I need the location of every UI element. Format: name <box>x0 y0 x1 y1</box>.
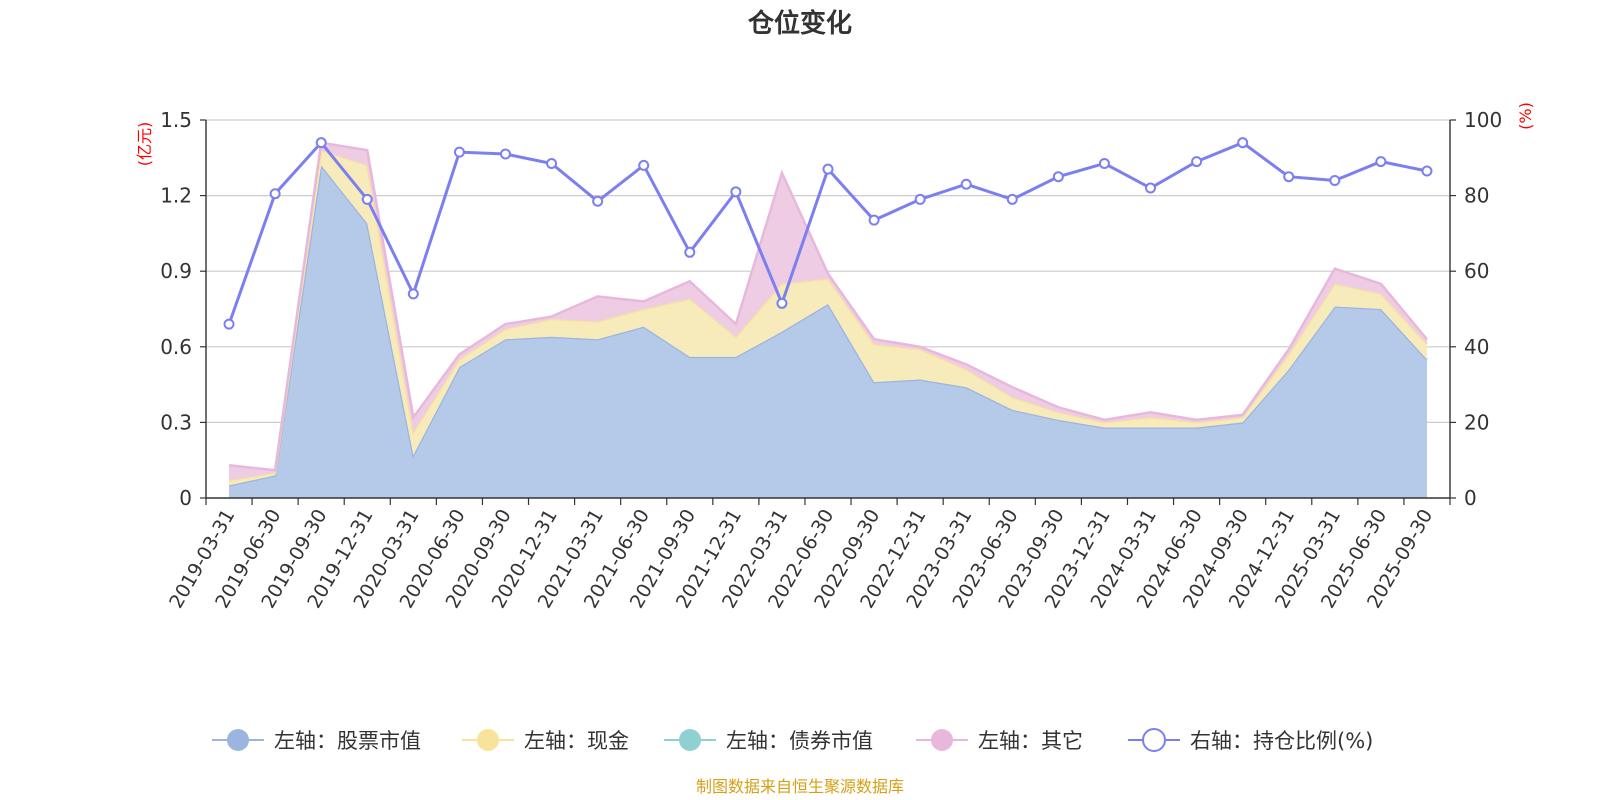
area-左轴：股票市值 <box>229 165 1427 499</box>
area-左轴：现金 <box>229 150 1427 486</box>
left-tick-label: 0.3 <box>160 410 192 434</box>
ratio-point <box>407 288 419 300</box>
ratio-point <box>1006 193 1018 205</box>
legend-item: 左轴：债券市值 <box>664 729 873 753</box>
ratio-point <box>1237 137 1249 149</box>
ratio-point <box>453 146 465 158</box>
ratio-point <box>1283 171 1295 183</box>
legend-label: 左轴：现金 <box>524 729 629 753</box>
legend-marker <box>227 729 249 751</box>
area-layers <box>228 141 1428 499</box>
legend-item: 左轴：其它 <box>916 729 1083 753</box>
ratio-point <box>960 178 972 190</box>
ratio-point <box>592 195 604 207</box>
left-tick-label: 0 <box>179 486 192 510</box>
ratio-point <box>638 159 650 171</box>
ratio-point <box>1052 171 1064 183</box>
right-tick-label: 100 <box>1464 108 1502 132</box>
ratio-point <box>1098 157 1110 169</box>
ratio-point <box>546 157 558 169</box>
legend-marker <box>1142 728 1166 752</box>
legend-marker <box>931 729 953 751</box>
area-edge-左轴：其它 <box>228 141 1428 472</box>
legend: 左轴：股票市值 左轴：现金 左轴：债券市值 左轴：其它 右轴：持仓比例(%) <box>212 728 1373 753</box>
legend-item: 右轴：持仓比例(%) <box>1128 728 1373 753</box>
left-tick-label: 1.2 <box>160 184 192 208</box>
legend-item: 左轴：现金 <box>462 729 629 753</box>
left-axis-unit: (亿元) <box>135 122 154 167</box>
source-note: 制图数据来自恒生聚源数据库 <box>696 777 904 796</box>
ratio-point <box>730 186 742 198</box>
ratio-point <box>914 193 926 205</box>
ratio-point <box>315 137 327 149</box>
legend-label: 左轴：股票市值 <box>274 729 421 753</box>
ratio-point <box>499 148 511 160</box>
ratio-line-layer <box>223 137 1433 330</box>
legend-label: 右轴：持仓比例(%) <box>1190 729 1373 753</box>
ratio-point <box>361 193 373 205</box>
legend-marker <box>679 729 701 751</box>
right-tick-label: 0 <box>1464 486 1477 510</box>
left-tick-label: 1.5 <box>160 108 192 132</box>
ratio-point <box>822 163 834 175</box>
ratio-point <box>1145 182 1157 194</box>
right-tick-label: 60 <box>1464 259 1489 283</box>
legend-label: 左轴：其它 <box>978 729 1083 753</box>
right-axis-unit: (%) <box>1516 102 1535 130</box>
chart-title: 仓位变化 <box>747 8 852 39</box>
ratio-point <box>1375 156 1387 168</box>
ratio-point <box>1191 156 1203 168</box>
right-tick-label: 80 <box>1464 184 1489 208</box>
ratio-point <box>868 214 880 226</box>
ratio-point <box>776 297 788 309</box>
ratio-point <box>1329 174 1341 186</box>
ratio-point <box>223 318 235 330</box>
right-tick-label: 40 <box>1464 335 1489 359</box>
ratio-point <box>269 188 281 200</box>
left-tick-label: 0.6 <box>160 335 192 359</box>
left-tick-label: 0.9 <box>160 259 192 283</box>
ratio-point <box>1421 165 1433 177</box>
ratio-point <box>684 246 696 258</box>
legend-label: 左轴：债券市值 <box>726 729 873 753</box>
legend-item: 左轴：股票市值 <box>212 729 421 753</box>
right-tick-label: 20 <box>1464 410 1489 434</box>
legend-marker <box>477 729 499 751</box>
